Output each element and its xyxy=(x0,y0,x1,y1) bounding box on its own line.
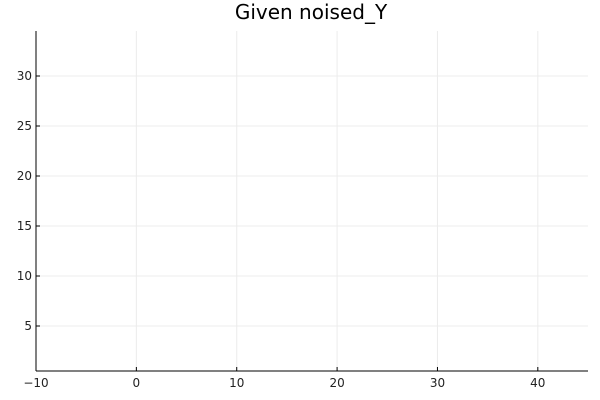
x-tick-label: 10 xyxy=(229,376,244,390)
y-tick-label: 30 xyxy=(17,69,32,83)
y-tick-label: 15 xyxy=(17,219,32,233)
y-tick-label: 25 xyxy=(17,119,32,133)
grid-lines xyxy=(35,31,588,371)
y-tick-label: 10 xyxy=(17,269,32,283)
axes xyxy=(35,31,588,372)
x-tick-label: 20 xyxy=(329,376,344,390)
y-tick-label: 5 xyxy=(24,319,32,333)
y-tick-label: 20 xyxy=(17,169,32,183)
x-tick-label: 0 xyxy=(133,376,141,390)
chart-title: Given noised_Y xyxy=(235,0,388,24)
x-tick-label: −10 xyxy=(23,376,48,390)
tick-labels: −10 0 10 20 30 40 5 10 15 20 25 30 xyxy=(17,69,546,390)
x-tick-label: 40 xyxy=(530,376,545,390)
x-tick-label: 30 xyxy=(430,376,445,390)
